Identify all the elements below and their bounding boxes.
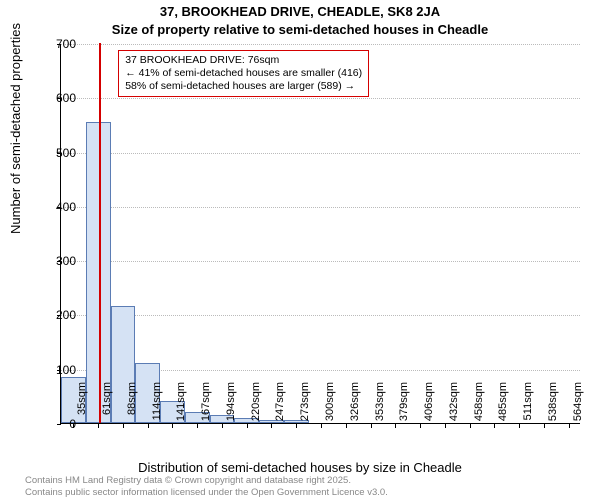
xtick-mark: [296, 424, 297, 428]
xtick-mark: [395, 424, 396, 428]
xtick-label: 273sqm: [299, 382, 311, 432]
xtick-label: 485sqm: [497, 382, 509, 432]
gridline: [61, 44, 580, 45]
xtick-mark: [346, 424, 347, 428]
ytick-label: 600: [36, 91, 76, 105]
xtick-label: 167sqm: [200, 382, 212, 432]
annotation-box: 37 BROOKHEAD DRIVE: 76sqm← 41% of semi-d…: [118, 50, 369, 97]
annotation-line: 37 BROOKHEAD DRIVE: 76sqm: [125, 54, 362, 67]
x-axis-label: Distribution of semi-detached houses by …: [0, 460, 600, 475]
ytick-label: 0: [36, 417, 76, 431]
gridline: [61, 315, 580, 316]
ytick-label: 500: [36, 146, 76, 160]
xtick-label: 220sqm: [250, 382, 262, 432]
xtick-mark: [271, 424, 272, 428]
xtick-mark: [123, 424, 124, 428]
xtick-mark: [222, 424, 223, 428]
gridline: [61, 207, 580, 208]
xtick-mark: [197, 424, 198, 428]
xtick-mark: [98, 424, 99, 428]
xtick-mark: [470, 424, 471, 428]
property-marker-line: [99, 43, 101, 423]
chart-title-line1: 37, BROOKHEAD DRIVE, CHEADLE, SK8 2JA: [0, 4, 600, 19]
annotation-line: ← 41% of semi-detached houses are smalle…: [125, 67, 362, 80]
xtick-mark: [148, 424, 149, 428]
xtick-mark: [494, 424, 495, 428]
ytick-label: 700: [36, 37, 76, 51]
y-axis-label: Number of semi-detached properties: [8, 23, 23, 234]
xtick-label: 35sqm: [76, 382, 88, 432]
gridline: [61, 153, 580, 154]
xtick-label: 88sqm: [126, 382, 138, 432]
xtick-label: 326sqm: [349, 382, 361, 432]
xtick-label: 379sqm: [398, 382, 410, 432]
chart-title-line2: Size of property relative to semi-detach…: [0, 22, 600, 37]
ytick-label: 100: [36, 363, 76, 377]
xtick-mark: [519, 424, 520, 428]
xtick-label: 114sqm: [151, 382, 163, 432]
xtick-label: 406sqm: [423, 382, 435, 432]
annotation-line: 58% of semi-detached houses are larger (…: [125, 80, 362, 93]
xtick-mark: [172, 424, 173, 428]
xtick-mark: [371, 424, 372, 428]
xtick-mark: [321, 424, 322, 428]
ytick-label: 400: [36, 200, 76, 214]
plot-area: 37 BROOKHEAD DRIVE: 76sqm← 41% of semi-d…: [60, 44, 580, 424]
xtick-label: 353sqm: [374, 382, 386, 432]
xtick-mark: [544, 424, 545, 428]
xtick-mark: [247, 424, 248, 428]
xtick-mark: [420, 424, 421, 428]
xtick-label: 564sqm: [572, 382, 584, 432]
xtick-label: 247sqm: [274, 382, 286, 432]
ytick-label: 300: [36, 254, 76, 268]
ytick-label: 200: [36, 308, 76, 322]
gridline: [61, 98, 580, 99]
xtick-label: 194sqm: [225, 382, 237, 432]
xtick-label: 511sqm: [522, 382, 534, 432]
xtick-mark: [569, 424, 570, 428]
xtick-label: 61sqm: [101, 382, 113, 432]
xtick-label: 300sqm: [324, 382, 336, 432]
xtick-label: 538sqm: [547, 382, 559, 432]
xtick-label: 141sqm: [175, 382, 187, 432]
xtick-label: 458sqm: [473, 382, 485, 432]
xtick-label: 432sqm: [448, 382, 460, 432]
xtick-mark: [445, 424, 446, 428]
footer-line1: Contains HM Land Registry data © Crown c…: [25, 475, 388, 486]
gridline: [61, 261, 580, 262]
footer-attribution: Contains HM Land Registry data © Crown c…: [25, 475, 388, 498]
footer-line2: Contains public sector information licen…: [25, 487, 388, 498]
